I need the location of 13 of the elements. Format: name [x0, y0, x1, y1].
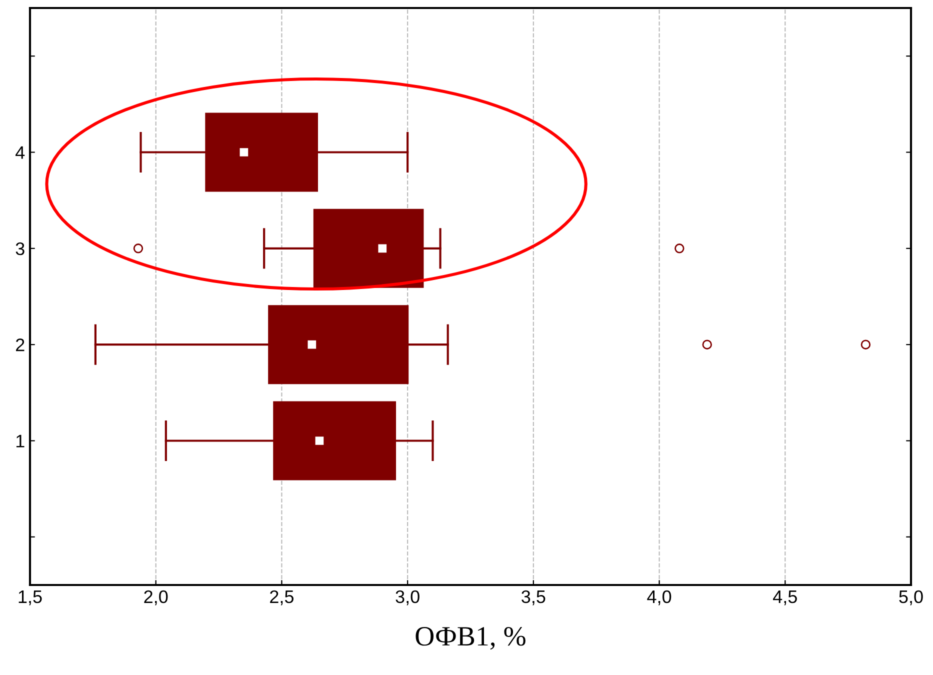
- y-tick-label: 3: [16, 242, 24, 256]
- x-tick-label: 5,0: [899, 590, 923, 606]
- x-tick-label: 1,5: [18, 590, 42, 606]
- x-tick-label: 4,5: [773, 590, 797, 606]
- x-tick-label: 3,0: [396, 590, 420, 606]
- x-tick-label: 2,5: [270, 590, 294, 606]
- x-tick-label: 2,0: [144, 590, 168, 606]
- x-tick-label: 3,5: [522, 590, 546, 606]
- y-tick-label: 2: [16, 338, 24, 352]
- x-axis-title: ОФВ1, %: [416, 626, 526, 650]
- y-tick-label: 1: [16, 434, 24, 448]
- y-tick-label: 4: [16, 146, 25, 159]
- x-tick-label: 4,0: [647, 590, 672, 606]
